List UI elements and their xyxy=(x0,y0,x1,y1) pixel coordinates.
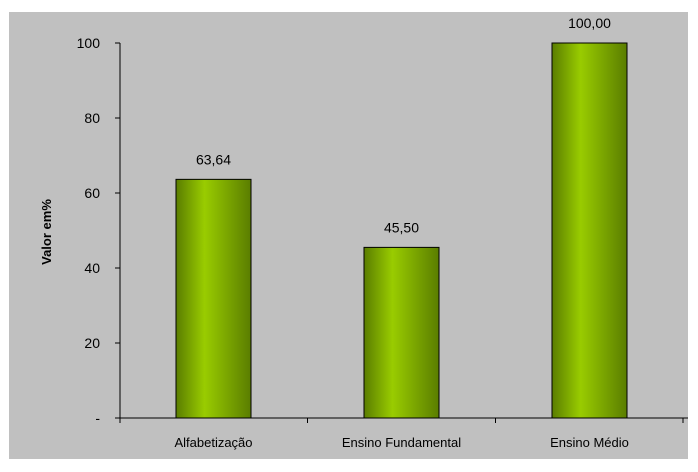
y-tick-label-20: 20 xyxy=(84,335,100,351)
bar-1 xyxy=(175,178,252,419)
y-tick-label-60: 60 xyxy=(84,185,100,201)
x-tick-label-2: Ensino Fundamental xyxy=(342,435,461,450)
x-tick-label-1: Alfabetização xyxy=(174,435,252,450)
y-axis-title: Valor em% xyxy=(39,199,54,265)
bar-2 xyxy=(363,246,440,419)
y-tick-label-80: 80 xyxy=(84,110,100,126)
bar-3 xyxy=(551,42,628,419)
data-label-2: 45,50 xyxy=(384,219,419,235)
y-tick-label-40: 40 xyxy=(84,260,100,276)
y-tick-label-0: - xyxy=(95,410,100,426)
x-tick-label-3: Ensino Médio xyxy=(550,435,629,450)
data-label-3: 100,00 xyxy=(568,15,611,31)
y-tick-label-100: 100 xyxy=(77,35,101,51)
data-label-1: 63,64 xyxy=(196,151,231,167)
